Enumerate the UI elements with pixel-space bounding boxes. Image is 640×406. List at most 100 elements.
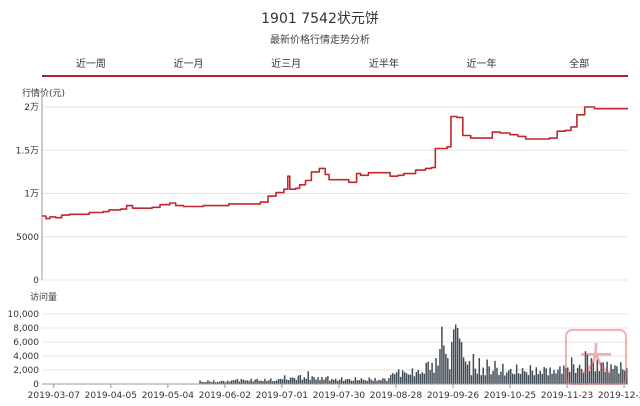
visits-bar xyxy=(494,360,496,384)
visits-bar xyxy=(413,376,416,384)
visits-bar xyxy=(285,379,288,384)
visits-bar xyxy=(600,362,602,384)
visits-bar xyxy=(244,380,247,384)
visits-bar xyxy=(478,358,481,384)
tab-all[interactable]: 全部 xyxy=(569,59,590,70)
price-series-line xyxy=(42,106,628,220)
visits-bar xyxy=(393,374,396,384)
visits-bar xyxy=(569,371,571,384)
visits-bar xyxy=(545,368,547,384)
visits-bar xyxy=(618,373,620,384)
visits-bar xyxy=(415,371,418,384)
visits-bar xyxy=(588,371,591,384)
visits-bar xyxy=(350,380,353,384)
visits-bar xyxy=(533,375,536,384)
visits-bar xyxy=(405,373,408,384)
visits-bar xyxy=(608,373,610,384)
visits-bar xyxy=(576,367,579,384)
tab-year[interactable]: 近一年 xyxy=(466,59,497,70)
visits-axis-label: 访问量 xyxy=(30,291,57,303)
visits-bar xyxy=(620,362,622,384)
visits-bar xyxy=(421,372,423,384)
visits-bar xyxy=(480,375,482,384)
watermark-stamp-glyph: 大 xyxy=(579,341,613,381)
visits-bar xyxy=(378,379,380,384)
visits-bar xyxy=(409,374,412,384)
x-tick-label: 2019-04-05 xyxy=(85,391,137,401)
visits-bar xyxy=(531,370,534,384)
visits-bar xyxy=(358,380,361,384)
visits-bar xyxy=(325,377,327,384)
chart-title: 1901 7542状元饼 xyxy=(261,11,379,27)
visits-bar xyxy=(441,326,443,384)
price-axis-label: 行情价(元) xyxy=(22,87,65,99)
visits-bar xyxy=(276,380,278,384)
visits-bar xyxy=(217,381,219,384)
visits-bar xyxy=(474,368,477,384)
visits-bar xyxy=(218,381,221,384)
visits-bar xyxy=(539,370,541,384)
visits-bar xyxy=(423,373,425,384)
visits-bar xyxy=(456,328,459,384)
visits-bar xyxy=(222,381,225,384)
visits-bar xyxy=(572,364,575,384)
visits-bar xyxy=(380,380,382,384)
visits-bar xyxy=(616,366,618,384)
visits-bar xyxy=(364,380,366,384)
visits-bar xyxy=(297,375,300,384)
visits-bar xyxy=(592,362,595,384)
visits-bar xyxy=(451,342,453,384)
visits-bar xyxy=(207,380,209,384)
visits-bar xyxy=(586,354,589,384)
tab-week[interactable]: 近一周 xyxy=(75,59,106,70)
visits-bar xyxy=(502,363,504,384)
visits-bar xyxy=(458,338,461,384)
time-range-tabs: 近一周 近一月 近三月 近半年 近一年 全部 xyxy=(42,55,628,77)
visits-bar xyxy=(527,375,530,384)
visits-bar xyxy=(226,380,229,384)
visits-bar xyxy=(462,357,465,384)
visits-bar xyxy=(201,381,203,384)
visits-bar xyxy=(584,351,587,384)
visits-bar xyxy=(492,370,494,384)
visits-bar xyxy=(397,369,400,384)
visits-bar xyxy=(622,369,624,384)
visits-bar xyxy=(498,375,500,384)
visits-bar xyxy=(570,357,573,384)
tab-month[interactable]: 近一月 xyxy=(173,59,204,70)
visits-bar xyxy=(315,379,317,384)
visits-bar xyxy=(348,379,351,384)
visits-bar xyxy=(382,378,384,384)
tab-three-months[interactable]: 近三月 xyxy=(271,59,302,70)
visits-bar xyxy=(281,379,284,384)
visits-bar xyxy=(513,374,516,384)
visits-bar xyxy=(541,373,543,384)
chart-subtitle: 最新价格行情走势分析 xyxy=(270,35,370,46)
visits-bar xyxy=(366,380,368,384)
visits-bar xyxy=(482,367,484,384)
visits-bar xyxy=(211,382,213,384)
tab-half-year[interactable]: 近半年 xyxy=(368,59,399,70)
visits-bar xyxy=(417,369,420,384)
visits-bar xyxy=(258,380,260,384)
visits-bar xyxy=(254,379,256,384)
visits-bar xyxy=(466,364,469,384)
visits-bar xyxy=(427,361,429,384)
visits-bar xyxy=(250,378,252,384)
visits-bar xyxy=(311,376,313,384)
visits-bar xyxy=(508,370,510,384)
visits-bar xyxy=(272,381,274,384)
visits-bar xyxy=(392,373,394,384)
visits-y-tick-label: 4,000 xyxy=(13,352,39,362)
visits-bar xyxy=(578,364,581,384)
visits-bar xyxy=(390,374,392,384)
visits-bar xyxy=(490,374,492,384)
visits-bar xyxy=(388,377,390,384)
visits-bar xyxy=(299,374,302,384)
visits-bar xyxy=(240,378,243,384)
visits-bar xyxy=(557,369,559,384)
visits-bar xyxy=(399,376,402,384)
visits-bar xyxy=(220,380,223,384)
visits-y-tick-label: 2,000 xyxy=(13,366,39,376)
visits-bar xyxy=(549,367,551,384)
